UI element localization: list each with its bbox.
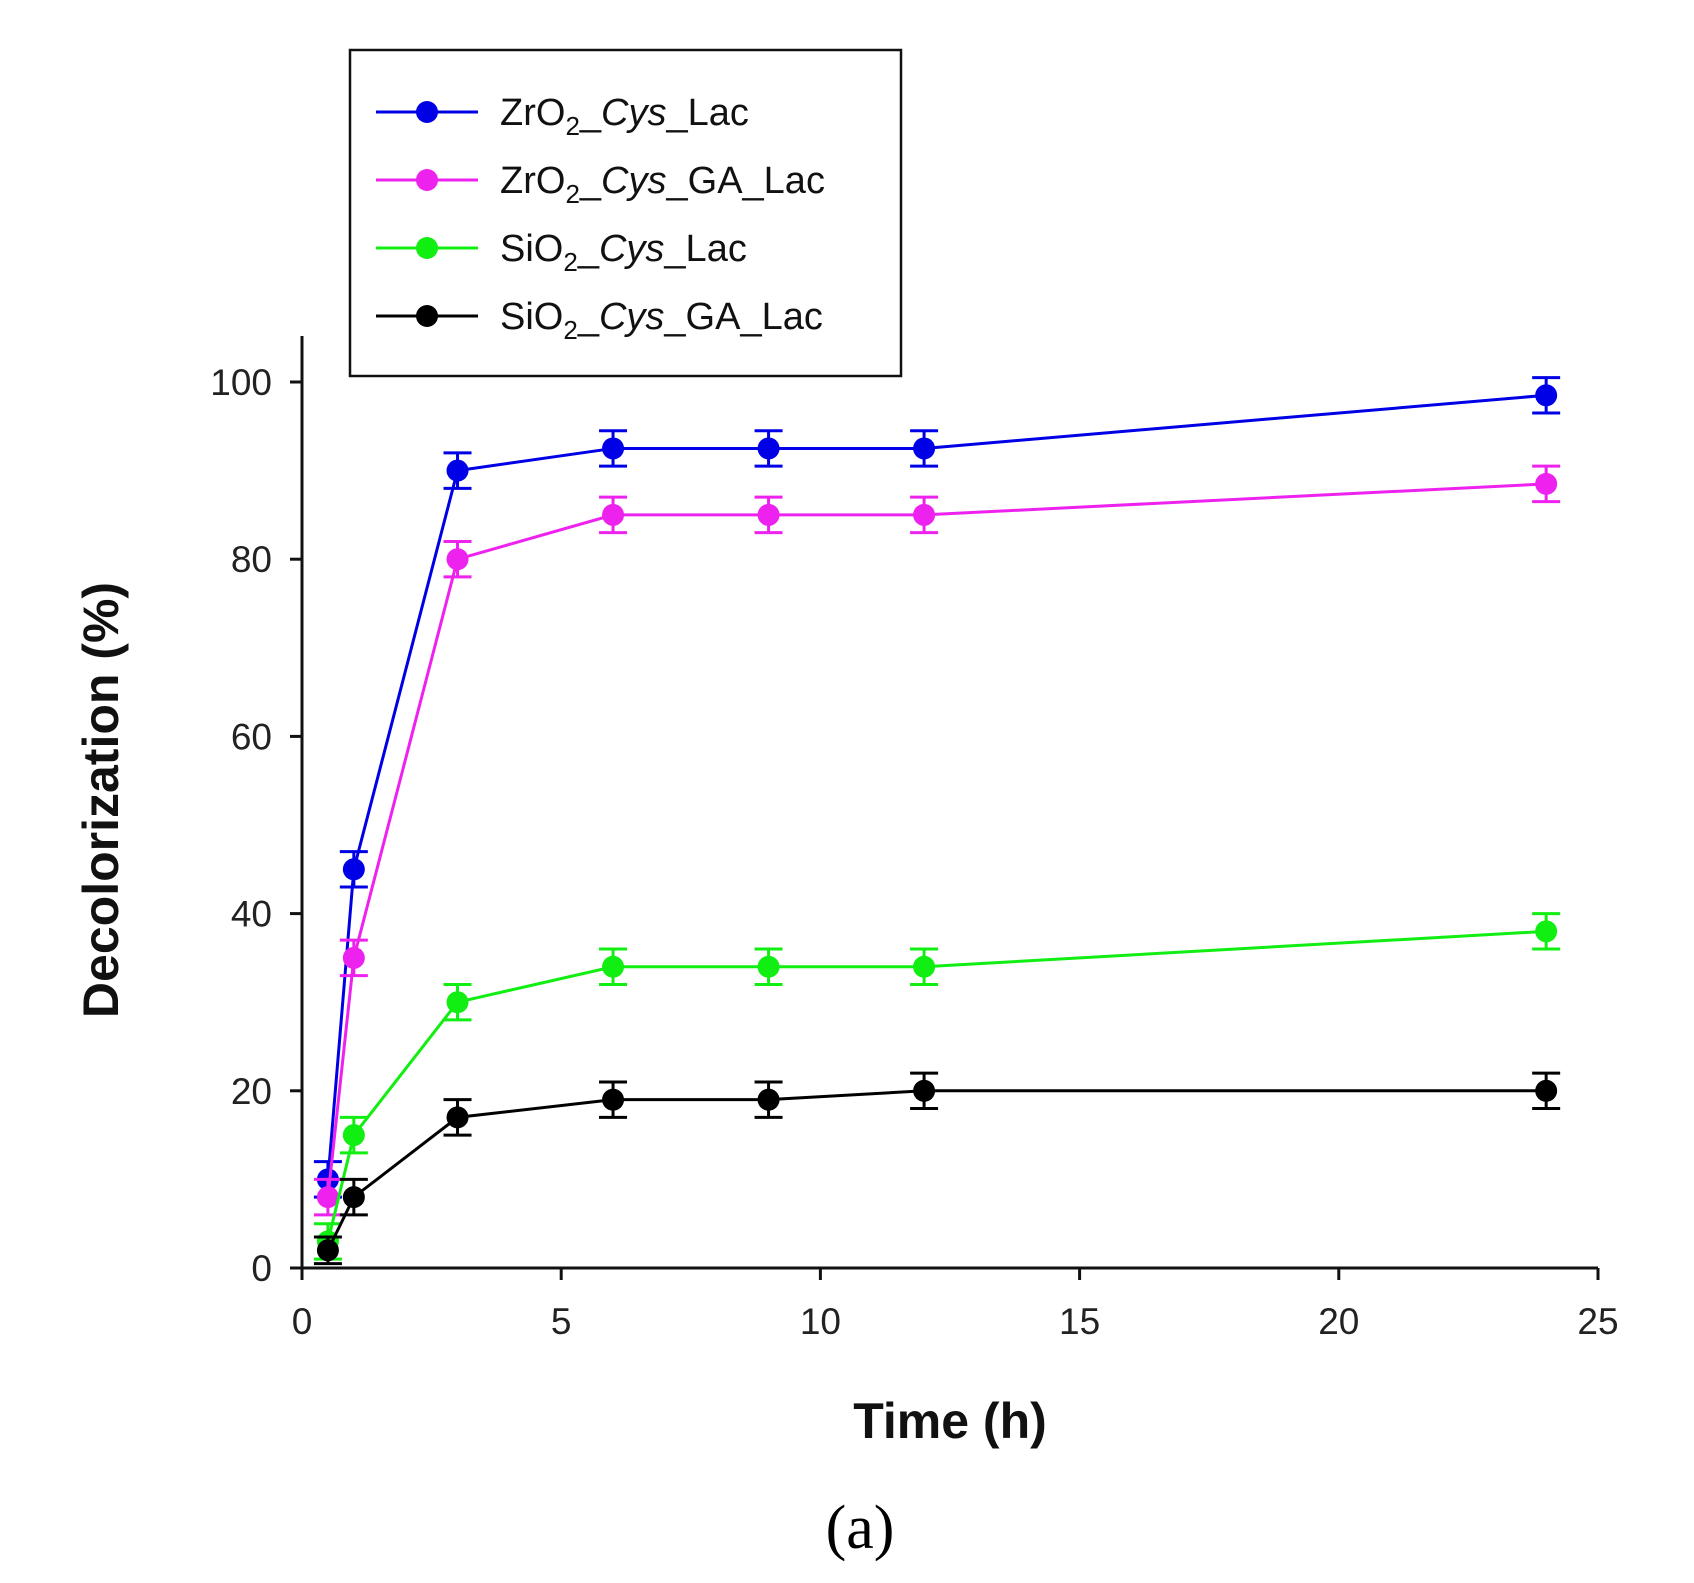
data-point <box>1535 472 1558 495</box>
series-line <box>326 929 1547 1242</box>
legend-item-ZrO2_Cys_Lac: ZrO2_Cys_Lac <box>376 92 749 141</box>
data-point <box>446 459 469 482</box>
series-ZrO2_Cys_Lac <box>313 376 1561 1199</box>
data-point <box>316 1186 339 1209</box>
data-point <box>913 437 936 460</box>
data-point <box>602 437 625 460</box>
x-tick-label: 20 <box>1318 1301 1359 1342</box>
legend-marker <box>416 237 438 259</box>
legend-label: SiO2_Cys_GA_Lac <box>500 296 823 345</box>
legend-marker <box>416 101 438 123</box>
data-point <box>342 946 365 969</box>
figure-caption: (a) <box>826 1494 895 1562</box>
y-tick-label: 0 <box>251 1248 272 1289</box>
legend-item-ZrO2_Cys_GA_Lac: ZrO2_Cys_GA_Lac <box>376 160 825 209</box>
data-point <box>1535 920 1558 943</box>
y-tick-label: 100 <box>210 362 272 403</box>
data-point <box>1535 1079 1558 1102</box>
legend-item-SiO2_Cys_GA_Lac: SiO2_Cys_GA_Lac <box>376 296 823 345</box>
legend-marker <box>416 305 438 327</box>
data-point <box>316 1239 339 1262</box>
y-tick-label: 40 <box>231 894 272 935</box>
legend-box <box>348 48 903 378</box>
legend-item-SiO2_Cys_Lac: SiO2_Cys_Lac <box>376 228 747 277</box>
x-tick-label: 0 <box>292 1301 313 1342</box>
y-tick-label: 20 <box>231 1071 272 1112</box>
data-point <box>1535 384 1558 407</box>
data-point <box>602 503 625 526</box>
data-point <box>602 1088 625 1111</box>
legend-label: ZrO2_Cys_GA_Lac <box>500 160 825 209</box>
x-tick-label: 25 <box>1577 1301 1618 1342</box>
series-SiO2_Cys_Lac <box>313 912 1561 1261</box>
data-point <box>342 1124 365 1147</box>
series-group <box>313 376 1561 1266</box>
x-tick-label: 5 <box>551 1301 572 1342</box>
data-point <box>342 858 365 881</box>
y-axis-label: Decolorization (%) <box>73 582 129 1018</box>
x-axis-label: Time (h) <box>853 1393 1047 1449</box>
series-ZrO2_Cys_GA_Lac <box>313 464 1561 1217</box>
data-point <box>913 955 936 978</box>
data-point <box>757 1088 780 1111</box>
data-point <box>913 503 936 526</box>
x-tick-label: 15 <box>1059 1301 1100 1342</box>
data-point <box>757 437 780 460</box>
x-tick-label: 10 <box>800 1301 841 1342</box>
legend-marker <box>416 169 438 191</box>
data-point <box>446 548 469 571</box>
y-tick-label: 60 <box>231 716 272 757</box>
legend-label: SiO2_Cys_Lac <box>500 228 747 277</box>
data-point <box>446 1106 469 1129</box>
legend-label: ZrO2_Cys_Lac <box>500 92 749 141</box>
data-point <box>757 503 780 526</box>
data-point <box>602 955 625 978</box>
data-point <box>757 955 780 978</box>
series-SiO2_Cys_GA_Lac <box>313 1071 1561 1266</box>
y-tick-label: 80 <box>231 539 272 580</box>
data-point <box>446 991 469 1014</box>
legend: ZrO2_Cys_Lac ZrO2_Cys_GA_Lac SiO2_Cys_Lac S… <box>348 48 903 378</box>
series-line <box>326 1089 1547 1251</box>
data-point <box>913 1079 936 1102</box>
axes: 0 5 10 15 20 25 0 20 40 60 80 100 <box>210 336 1619 1342</box>
data-point <box>342 1186 365 1209</box>
